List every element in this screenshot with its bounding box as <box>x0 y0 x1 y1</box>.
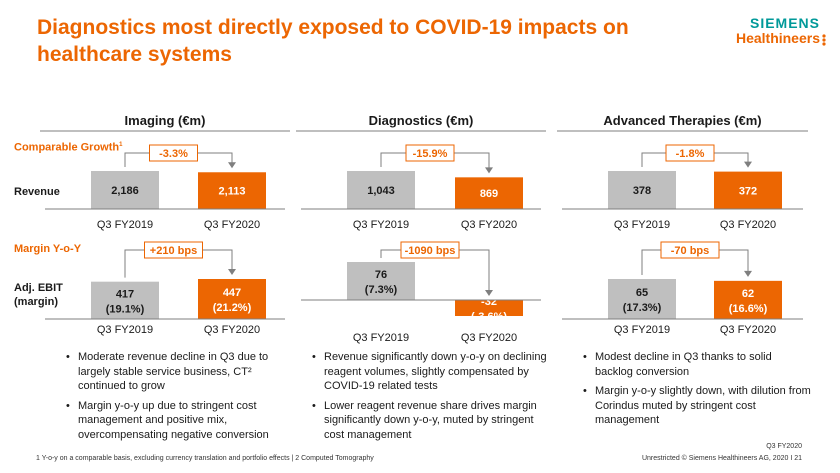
revenue-category-label: Q3 FY2020 <box>720 219 776 231</box>
margin-badge <box>400 241 460 259</box>
growth-badge <box>665 144 715 162</box>
growth-badge-label: -15.9% <box>413 148 448 160</box>
ebit-category-label: Q3 FY2020 <box>461 332 517 344</box>
imaging-bullets: Moderate revenue decline in Q3 due to la… <box>66 350 294 447</box>
growth-badge <box>405 144 455 162</box>
footer-period: Q3 FY2020 <box>766 443 802 450</box>
bullet-item: Margin y-o-y slightly down, with dilutio… <box>583 384 811 428</box>
revenue-bar-label: 2,113 <box>219 186 246 198</box>
siemens-healthineers-logo: SIEMENS Healthineers <box>735 15 826 46</box>
page-title: Diagnostics most directly exposed to COV… <box>37 16 629 66</box>
logo-line2: Healthineers <box>735 30 820 46</box>
margin-arrowhead <box>485 290 493 296</box>
revenue-bar-label: 372 <box>739 185 757 197</box>
ebit-category-label: Q3 FY2020 <box>720 324 776 336</box>
comparable-growth-label: Comparable Growth1 <box>14 141 123 154</box>
ebit-bar-label: 62 (16.6%) <box>729 288 768 315</box>
ebit-bar-label: -32 (-3.6%) <box>471 296 507 323</box>
revenue-category-label: Q3 FY2019 <box>97 219 153 231</box>
ebit-bar-label: 417 (19.1%) <box>106 288 145 315</box>
growth-badge-label: -3.3% <box>159 148 188 160</box>
footer-copyright: Unrestricted © Siemens Healthineers AG, … <box>641 455 802 462</box>
ebit-category-label: Q3 FY2019 <box>97 324 153 336</box>
margin-badge-label: -70 bps <box>671 245 710 257</box>
diagnostics-bullets: Revenue significantly down y-o-y on decl… <box>312 350 548 447</box>
revenue-bar <box>91 171 159 209</box>
ebit-bar <box>91 281 159 319</box>
margin-arrowhead <box>228 269 236 275</box>
ebit-category-label: Q3 FY2019 <box>353 332 409 344</box>
margin-badge <box>660 241 720 259</box>
revenue-bar <box>608 171 676 209</box>
bullet-item: Margin y-o-y up due to stringent cost ma… <box>66 399 294 443</box>
ebit-bar <box>347 262 415 300</box>
revenue-bar-label: 2,186 <box>111 185 139 197</box>
revenue-label: Revenue <box>14 186 60 198</box>
revenue-bar <box>714 171 782 209</box>
bullet-item: Lower reagent revenue share drives margi… <box>312 399 548 443</box>
ebit-bar <box>714 280 782 319</box>
ebit-bar <box>455 300 523 316</box>
margin-yoy-label: Margin Y-o-Y <box>14 243 82 255</box>
margin-badge <box>144 241 203 259</box>
margin-arrowhead <box>744 270 752 277</box>
revenue-bar-label: 1,043 <box>367 185 395 197</box>
footnote: 1 Y-o-y on a comparable basis, excluding… <box>36 455 374 462</box>
growth-arrowhead <box>744 161 752 168</box>
revenue-category-label: Q3 FY2020 <box>461 219 517 231</box>
ebit-category-label: Q3 FY2019 <box>614 324 670 336</box>
ebit-bar-label: 65 (17.3%) <box>623 287 662 314</box>
ebit-bar-label: 76 (7.3%) <box>365 269 398 296</box>
logo-dots-icon <box>822 34 826 46</box>
revenue-bar-label: 378 <box>633 185 651 197</box>
margin-badge-label: +210 bps <box>150 245 197 257</box>
growth-badge <box>149 144 198 162</box>
revenue-bar <box>347 171 415 209</box>
adj-ebit-label: Adj. EBIT (margin) <box>14 282 63 308</box>
growth-arrowhead <box>228 162 236 169</box>
ebit-bar-label: 447 (21.2%) <box>213 287 252 314</box>
panel-title: Advanced Therapies (€m) <box>603 113 761 128</box>
bullet-item: Moderate revenue decline in Q3 due to la… <box>66 350 294 394</box>
margin-badge-label: -1090 bps <box>405 245 456 257</box>
panel-title: Imaging (€m) <box>125 113 206 128</box>
bullet-item: Revenue significantly down y-o-y on decl… <box>312 350 548 394</box>
advanced-therapies-bullets: Modest decline in Q3 thanks to solid bac… <box>583 350 811 433</box>
logo-line1: SIEMENS <box>749 15 820 31</box>
ebit-category-label: Q3 FY2020 <box>204 324 260 336</box>
revenue-bar-label: 869 <box>480 188 498 200</box>
ebit-bar <box>198 279 266 319</box>
panel-title: Diagnostics (€m) <box>369 113 474 128</box>
bullet-item: Modest decline in Q3 thanks to solid bac… <box>583 350 811 379</box>
revenue-category-label: Q3 FY2019 <box>353 219 409 231</box>
growth-badge-label: -1.8% <box>676 148 705 160</box>
ebit-bar <box>608 279 676 319</box>
growth-arrowhead <box>485 167 493 174</box>
revenue-bar <box>198 172 266 209</box>
revenue-category-label: Q3 FY2019 <box>614 219 670 231</box>
revenue-bar <box>455 177 523 209</box>
revenue-category-label: Q3 FY2020 <box>204 219 260 231</box>
